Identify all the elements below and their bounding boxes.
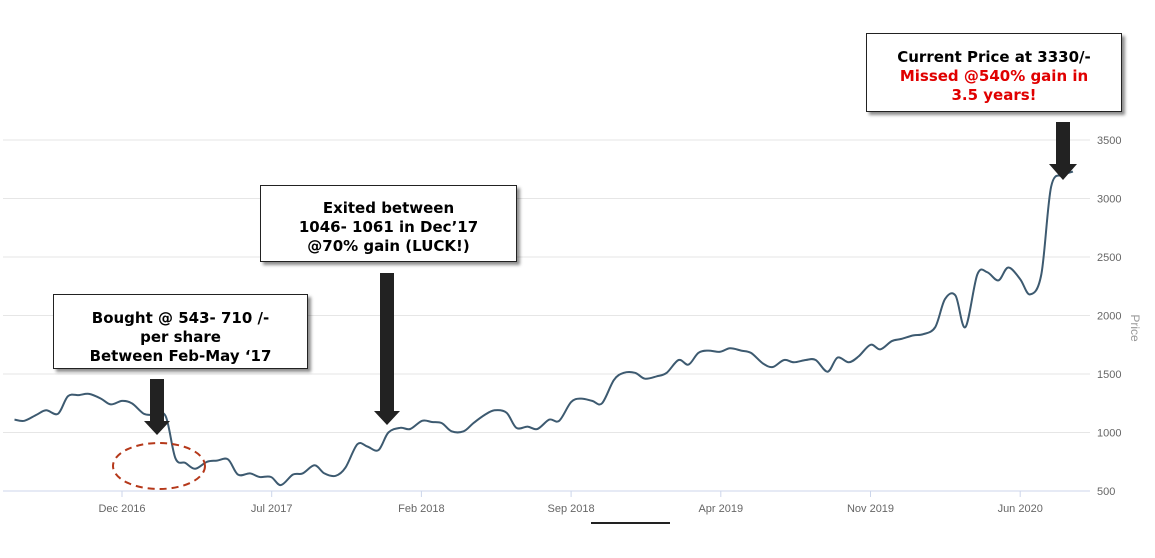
current-callout-line2: Missed @540% gain in: [899, 67, 1089, 85]
x-tick-label: Sep 2018: [548, 503, 595, 515]
y-gridlines: [3, 139, 1090, 433]
x-tick-label: Jun 2020: [998, 503, 1043, 515]
exited-callout-line3: @70% gain (LUCK!): [307, 237, 470, 255]
current-callout-line3: 3.5 years!: [951, 86, 1037, 104]
x-tick-label: Apr 2019: [698, 503, 743, 515]
y-tick-label: 3500: [1097, 135, 1121, 147]
x-tick-label: Feb 2018: [398, 503, 444, 515]
bought-callout: Bought @ 543- 710 /- per share Between F…: [53, 294, 308, 369]
bought-callout-line1: Bought @ 543- 710 /-: [91, 309, 270, 327]
current-price-callout: Current Price at 3330/- Missed @540% gai…: [866, 33, 1122, 112]
down-arrow-icon: [374, 273, 400, 425]
range-selector-bar[interactable]: [591, 522, 670, 524]
buy-zone-highlight-circle: [112, 442, 206, 490]
bought-callout-line3: Between Feb-May ‘17: [89, 347, 272, 365]
x-tick-label: Nov 2019: [847, 503, 894, 515]
exited-callout: Exited between 1046- 1061 in Dec’17 @70%…: [260, 185, 517, 262]
y-tick-label: 1500: [1097, 369, 1121, 381]
x-tick-label: Dec 2016: [98, 503, 145, 515]
bought-callout-line2: per share: [140, 328, 221, 346]
y-tick-label: 3000: [1097, 194, 1121, 206]
exited-callout-line2: 1046- 1061 in Dec’17: [298, 218, 479, 236]
y-axis-title: Price: [1128, 314, 1142, 342]
down-arrow-icon: [144, 379, 170, 435]
exited-callout-line1: Exited between: [322, 199, 455, 217]
y-tick-label: 500: [1097, 486, 1115, 498]
x-tick-labels: Dec 2016 Jul 2017 Feb 2018 Sep 2018 Apr 2019…: [98, 491, 1043, 515]
price-series-line: [14, 170, 1074, 487]
x-tick-label: Jul 2017: [251, 503, 293, 515]
y-tick-labels: 500 1000 1500 2000 2500 3000 3500: [1097, 135, 1121, 498]
y-tick-label: 1000: [1097, 428, 1121, 440]
y-tick-label: 2000: [1097, 311, 1121, 323]
current-callout-line1: Current Price at 3330/-: [897, 48, 1091, 66]
down-arrow-icon: [1049, 122, 1077, 180]
y-tick-label: 2500: [1097, 252, 1121, 264]
